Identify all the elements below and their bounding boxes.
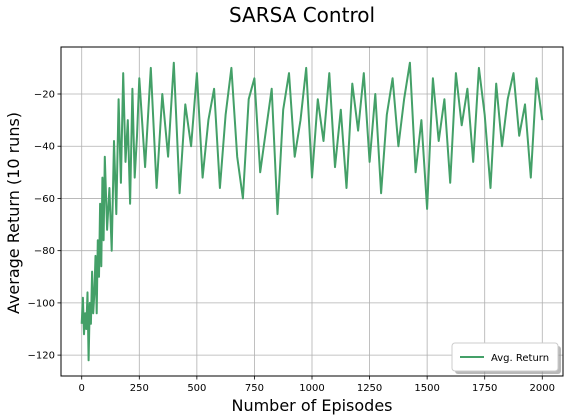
y-tick-label: −40 [34, 142, 55, 153]
legend-label: Avg. Return [491, 353, 549, 364]
x-tick-label: 1000 [299, 383, 324, 394]
series-line-avg-return [80, 61, 544, 362]
y-tick-label: −100 [28, 298, 55, 309]
grid [61, 47, 563, 376]
y-axis-label: Average Return (10 runs) [4, 112, 23, 314]
y-tick-label: −80 [34, 246, 55, 257]
legend: Avg. Return [451, 342, 561, 374]
x-tick-label: 0 [79, 383, 85, 394]
x-tick-label: 1250 [357, 383, 382, 394]
chart-title: SARSA Control [229, 3, 375, 27]
x-tick-label: 1750 [472, 383, 497, 394]
x-tick-label: 500 [187, 383, 206, 394]
y-tick-label: −120 [28, 351, 55, 362]
y-axis-ticks: −120 −100 −80 −60 −40 −20 [28, 90, 61, 362]
x-axis-label: Number of Episodes [231, 396, 392, 415]
x-tick-label: 2000 [530, 383, 555, 394]
y-tick-label: −60 [34, 194, 55, 205]
legend-box [451, 342, 559, 372]
y-tick-label: −20 [34, 90, 55, 101]
x-tick-label: 250 [130, 383, 149, 394]
series-layer [80, 61, 544, 362]
x-axis-ticks: 0 250 500 750 1000 1250 1500 1750 2000 [79, 376, 555, 394]
x-tick-label: 750 [245, 383, 264, 394]
x-tick-label: 1500 [414, 383, 439, 394]
